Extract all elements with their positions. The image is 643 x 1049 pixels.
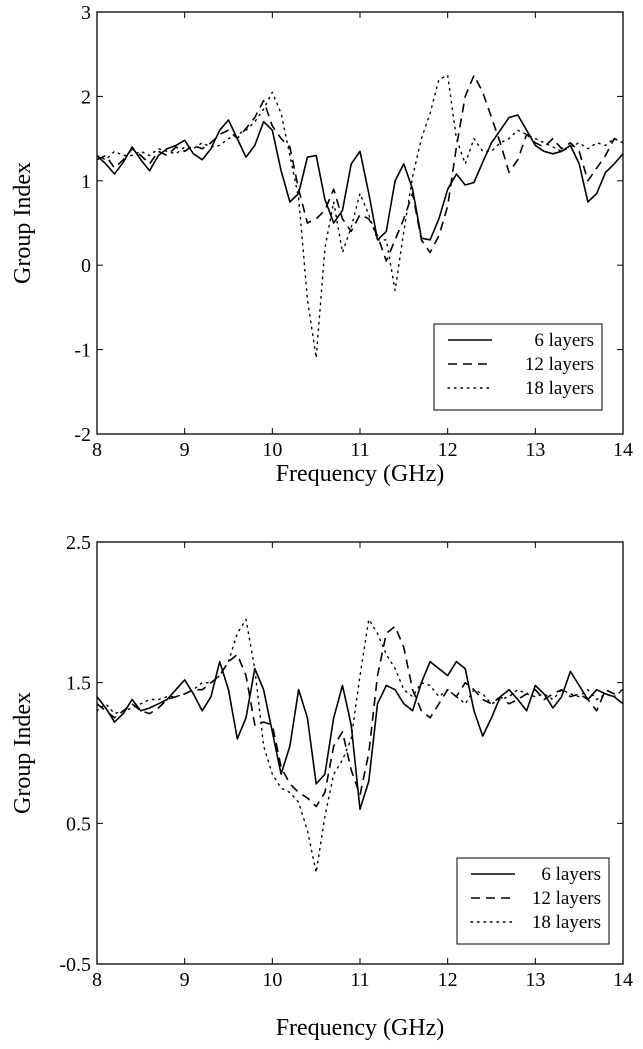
series-line-6-layers xyxy=(97,114,623,241)
legend-label: 6 layers xyxy=(534,330,594,351)
y-tick-label: 2 xyxy=(81,86,91,108)
legend-label: 18 layers xyxy=(525,378,594,399)
x-tick-label: 8 xyxy=(92,439,102,461)
series-line-12-layers xyxy=(97,74,623,262)
series-line-6-layers xyxy=(97,660,623,811)
x-tick-label: 13 xyxy=(525,969,545,991)
y-tick-label: 1 xyxy=(81,171,91,193)
x-tick-label: 11 xyxy=(350,439,369,461)
legend-label: 18 layers xyxy=(532,912,601,933)
x-tick-label: 10 xyxy=(262,439,282,461)
x-tick-label: 11 xyxy=(350,969,369,991)
y-axis-label: Group Index xyxy=(10,692,36,814)
x-tick-label: 14 xyxy=(613,969,633,991)
legend-box xyxy=(433,323,603,411)
x-tick-label: 13 xyxy=(525,439,545,461)
x-axis-label: Frequency (GHz) xyxy=(276,461,445,487)
series-line-18-layers xyxy=(97,74,623,359)
series-line-18-layers xyxy=(97,618,623,874)
y-tick-label: -1 xyxy=(74,340,91,362)
y-axis-label: Group Index xyxy=(10,162,36,284)
series-line-12-layers xyxy=(97,625,623,808)
legend-label: 6 layers xyxy=(541,864,601,885)
y-tick-label: -0.5 xyxy=(59,954,91,976)
x-tick-label: 12 xyxy=(438,969,458,991)
x-tick-label: 9 xyxy=(180,969,190,991)
x-tick-label: 14 xyxy=(613,439,633,461)
y-tick-label: -2 xyxy=(74,424,91,446)
legend-label: 12 layers xyxy=(532,888,601,909)
x-tick-label: 9 xyxy=(180,439,190,461)
x-axis-label: Frequency (GHz) xyxy=(276,1015,445,1041)
legend-box xyxy=(456,857,610,945)
y-tick-label: 2.5 xyxy=(66,532,91,554)
y-tick-label: 1.5 xyxy=(66,673,91,695)
y-tick-label: 0.5 xyxy=(66,813,91,835)
x-tick-label: 10 xyxy=(262,969,282,991)
bottom-chart-panel: 8 9 10 11 12 13 14 -0.5 0.5 1.5 2.5 Frequency (GHz)… xyxy=(10,532,633,1041)
x-tick-label: 8 xyxy=(92,969,102,991)
x-tick-label: 12 xyxy=(438,439,458,461)
y-tick-label: 0 xyxy=(81,255,91,277)
y-tick-label: 3 xyxy=(81,2,91,24)
legend-label: 12 layers xyxy=(525,354,594,375)
